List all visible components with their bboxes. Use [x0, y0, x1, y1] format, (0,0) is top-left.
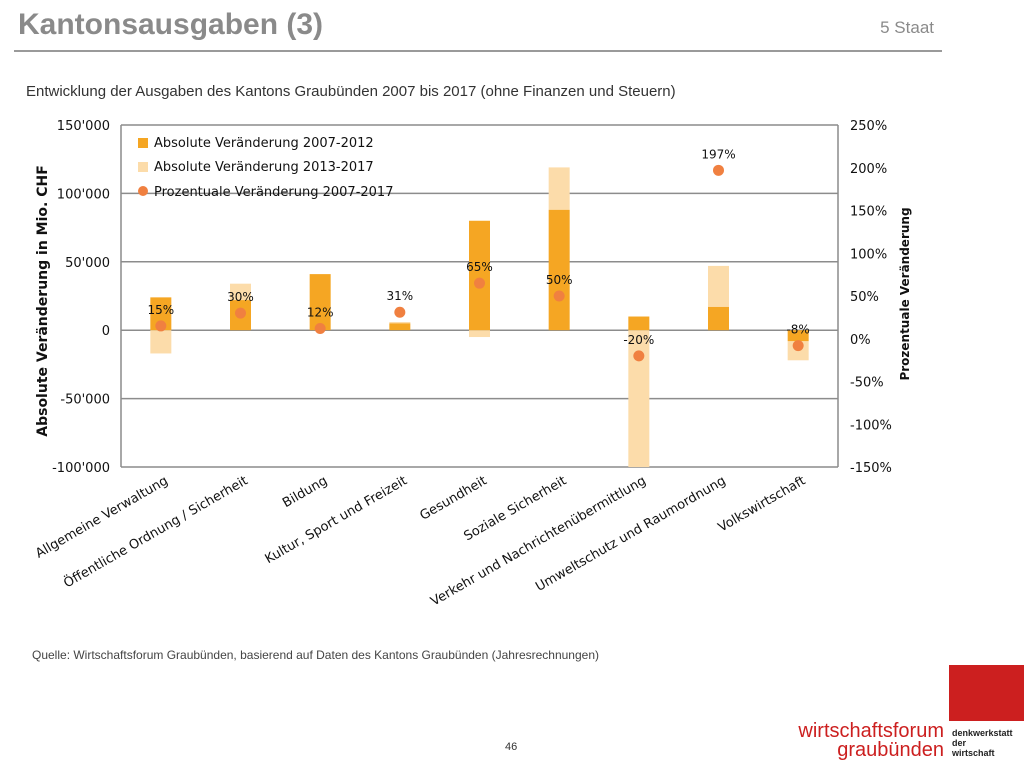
chart: 150'000 100'000 50'000 0 -50'000 -100'000 250%…: [33, 119, 912, 609]
percent-label: -8%: [786, 323, 809, 337]
legend-swatch-2007-2012: [138, 138, 148, 148]
bar-2007-2012: [309, 274, 331, 331]
percent-label: 65%: [466, 260, 493, 274]
y2-tick-label: 50%: [850, 290, 879, 305]
bar-2013-2017: [708, 265, 729, 307]
bar-2013-2017: [628, 330, 650, 467]
brand-red-block: [949, 665, 1024, 721]
title-divider: [14, 50, 942, 52]
bar-2007-2012: [548, 209, 570, 331]
legend-label-2007-2012: Absolute Veränderung 2007-2012: [154, 136, 374, 151]
x-tick-label: Volkswirtschaft: [716, 473, 808, 535]
y2-tick-label: 0%: [850, 333, 871, 348]
legend-label-percent: Prozentuale Veränderung 2007-2017: [154, 185, 393, 200]
source-note: Quelle: Wirtschaftsforum Graubünden, bas…: [32, 648, 599, 662]
percent-label: 197%: [701, 147, 735, 161]
y-tick-label: 0: [102, 324, 110, 339]
bar-2007-2012: [469, 220, 490, 331]
percent-label: 50%: [546, 273, 573, 287]
slide-title: Kantonsausgaben (3): [18, 8, 324, 41]
y-tick-label: 50'000: [65, 256, 110, 271]
legend-swatch-2013-2017: [138, 162, 148, 172]
x-tick-label: Gesundheit: [417, 473, 489, 523]
bar-2013-2017: [548, 167, 570, 210]
y-tick-label: 150'000: [57, 119, 110, 134]
y2-tick-label: 200%: [850, 162, 887, 177]
bar-2007-2012: [150, 297, 172, 331]
percent-point: [713, 164, 724, 176]
bar-2007-2012: [389, 323, 411, 331]
legend-swatch-percent: [138, 186, 148, 196]
section-label: 5 Staat: [880, 18, 934, 37]
logo-side-line-1: denkwerkstatt: [952, 728, 1013, 738]
percent-point: [553, 290, 565, 302]
bar-2013-2017: [469, 330, 490, 338]
percent-point: [314, 322, 326, 334]
bar-2007-2012: [708, 306, 729, 331]
bar-2007-2012: [628, 316, 650, 331]
bar-2013-2017: [389, 321, 411, 324]
percent-label: 15%: [147, 303, 174, 317]
page-number: 46: [505, 741, 518, 753]
y-tick-label: -100'000: [52, 461, 110, 476]
percent-point: [474, 277, 485, 289]
y-tick-label: 100'000: [57, 187, 110, 202]
y2-tick-label: 100%: [850, 247, 887, 262]
legend-label-2013-2017: Absolute Veränderung 2013-2017: [154, 160, 374, 175]
y2-tick-label: -50%: [850, 376, 884, 391]
logo-side-line-3: wirtschaft: [952, 748, 995, 758]
bar-2007-2012: [787, 330, 809, 342]
percent-label: 31%: [386, 289, 413, 303]
y-tick-label: -50'000: [60, 393, 110, 408]
y-axis-title: Absolute Veränderung in Mio. CHF: [35, 165, 51, 437]
logo-denkwerkstatt: denkwerkstatt der wirtschaft: [952, 728, 1013, 758]
x-tick-label: Kultur, Sport und Freizeit: [263, 473, 410, 567]
y2-tick-label: 150%: [850, 205, 887, 220]
y2-tick-label: 250%: [850, 119, 887, 134]
y2-tick-label: -150%: [850, 461, 892, 476]
x-tick-label: Allgemeine Verwaltung: [33, 473, 171, 561]
logo-wirtschaftsforum: wirtschaftsforum graubünden: [798, 720, 944, 761]
logo-line-1: wirtschaftsforum: [798, 720, 944, 742]
percent-point: [792, 340, 804, 352]
percent-point: [633, 350, 645, 362]
logo-side-line-2: der: [952, 738, 967, 748]
percent-label: -20%: [623, 333, 654, 347]
chart-subtitle: Entwicklung der Ausgaben des Kantons Gra…: [26, 83, 676, 100]
percent-point: [394, 306, 406, 318]
bar-2013-2017: [150, 330, 172, 354]
bar-2013-2017: [230, 283, 251, 301]
percent-point: [155, 320, 167, 332]
percent-label: 30%: [227, 290, 254, 304]
x-tick-label: Bildung: [280, 473, 330, 511]
percent-label: 12%: [307, 305, 334, 319]
y2-tick-label: -100%: [850, 418, 892, 433]
logo-line-2: graubünden: [837, 739, 944, 761]
y2-axis-title: Prozentuale Veränderung: [898, 207, 912, 380]
percent-point: [235, 307, 246, 319]
